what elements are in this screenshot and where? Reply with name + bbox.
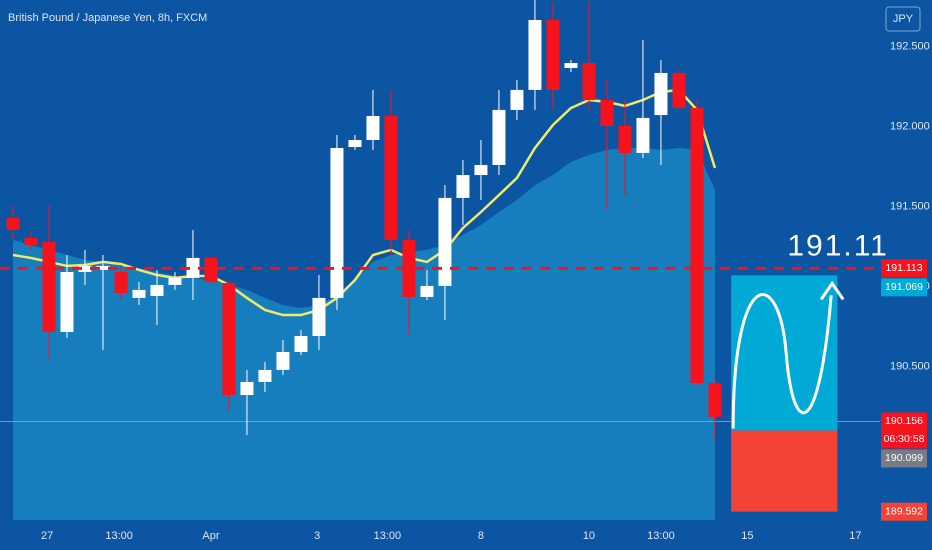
candle-body bbox=[312, 297, 326, 336]
candle-body bbox=[654, 72, 668, 116]
x-tick-label: 15 bbox=[741, 530, 753, 542]
candle-body bbox=[276, 352, 290, 370]
candle-body bbox=[204, 257, 218, 282]
currency-box[interactable] bbox=[885, 6, 921, 32]
candle-body bbox=[438, 197, 452, 286]
candle-body bbox=[618, 125, 632, 153]
y-tick-label: 191.500 bbox=[890, 200, 930, 212]
x-tick-label: 10 bbox=[583, 530, 595, 542]
arrow-head bbox=[819, 280, 845, 301]
price-tag-label: 190.099 bbox=[885, 452, 923, 464]
candle-body bbox=[582, 63, 596, 100]
chart-title: British Pound / Japanese Yen, 8h, FXCM bbox=[8, 12, 207, 24]
x-tick-label: 3 bbox=[314, 530, 320, 542]
candle-body bbox=[348, 140, 362, 148]
candle-body bbox=[690, 108, 704, 384]
candle-body bbox=[240, 381, 254, 396]
price-tag-label: 191.113 bbox=[885, 262, 922, 274]
currency[interactable]: JPY bbox=[893, 13, 914, 25]
candle-body bbox=[6, 217, 20, 230]
candle-body bbox=[60, 272, 74, 332]
price-tag-label: 191.069 bbox=[885, 281, 923, 293]
candle-body bbox=[24, 237, 38, 245]
candle-body bbox=[510, 89, 524, 110]
candle-body bbox=[330, 148, 344, 298]
area bbox=[12, 148, 715, 520]
candle-body bbox=[258, 369, 272, 382]
candle-body bbox=[420, 285, 434, 297]
stop-zone bbox=[731, 430, 838, 512]
annotation: 191.11 bbox=[787, 229, 889, 262]
x-tick-label: 13:00 bbox=[105, 530, 133, 542]
candle-body bbox=[600, 100, 614, 126]
y-tick-label: 192.000 bbox=[890, 120, 930, 132]
candle-body bbox=[294, 336, 308, 352]
candle-body bbox=[186, 257, 200, 278]
candle-body bbox=[546, 20, 560, 90]
candle-body bbox=[132, 289, 146, 298]
candle-body bbox=[222, 283, 236, 396]
candle-body bbox=[168, 277, 182, 285]
price-tag bbox=[881, 412, 927, 449]
candle-body bbox=[384, 116, 398, 240]
candle-body bbox=[474, 164, 488, 176]
price-tag-label: 190.156 bbox=[885, 415, 923, 427]
price-tag-label: 189.592 bbox=[885, 505, 923, 517]
target-zone bbox=[731, 275, 838, 431]
candle-body bbox=[42, 241, 56, 332]
candle-body bbox=[78, 265, 92, 272]
candle-body bbox=[708, 383, 722, 417]
candle-body bbox=[636, 117, 650, 153]
candle-body bbox=[402, 240, 416, 297]
price-tag bbox=[881, 278, 927, 297]
price-tag bbox=[881, 259, 927, 278]
candle-body bbox=[492, 109, 506, 165]
candle-body bbox=[96, 265, 110, 270]
countdown: 06:30:58 bbox=[884, 433, 925, 445]
plot bbox=[0, 0, 880, 520]
y-tick-label: 190.500 bbox=[890, 360, 930, 372]
candle-body bbox=[366, 116, 380, 140]
x-tick-label: 17 bbox=[849, 530, 861, 542]
price-tag bbox=[881, 449, 927, 468]
candle-body bbox=[456, 175, 470, 198]
price-tag bbox=[881, 502, 927, 521]
x-tick-label: 13:00 bbox=[374, 530, 402, 542]
y-tick-label: 192.500 bbox=[890, 40, 930, 52]
x-tick-label: 8 bbox=[478, 530, 484, 542]
candle-body bbox=[528, 20, 542, 90]
candle-body bbox=[672, 72, 686, 108]
x-tick-label: Apr bbox=[202, 530, 219, 542]
candle-body bbox=[564, 63, 578, 68]
x-tick-label: 27 bbox=[41, 530, 53, 542]
x-tick-label: 13:00 bbox=[647, 530, 675, 542]
candle-body bbox=[150, 284, 164, 296]
candle-body bbox=[114, 272, 128, 293]
wave-arrow bbox=[731, 293, 833, 429]
